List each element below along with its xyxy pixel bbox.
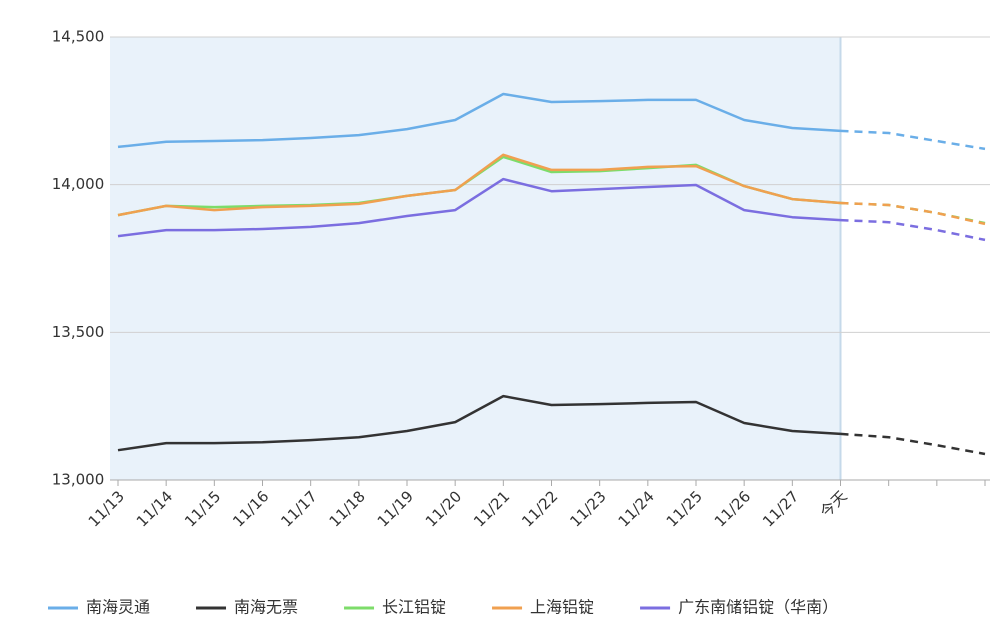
series-line [117, 153, 841, 217]
y-tick-label: 13,000 [52, 471, 105, 489]
forecast-line [840, 201, 986, 226]
x-tick-label: 11/19 [374, 487, 417, 530]
series-line [117, 177, 841, 238]
forecast-line [840, 432, 986, 456]
legend-label: 长江铝锭 [382, 598, 446, 617]
series-line [117, 394, 841, 452]
history-band [110, 37, 841, 480]
x-tick-label: 11/27 [759, 487, 802, 530]
x-tick-label: 11/22 [518, 487, 561, 530]
x-tick-label: 11/23 [566, 487, 609, 530]
forecast-line [840, 218, 986, 242]
x-tick-label: 11/21 [470, 487, 513, 530]
forecast-line [840, 129, 986, 151]
x-tick-label: 11/15 [181, 487, 224, 530]
y-tick-label: 14,500 [52, 28, 105, 46]
legend-label: 广东南储铝锭（华南） [678, 598, 838, 617]
x-tick-label: 11/25 [663, 487, 706, 530]
x-tick-label: 11/26 [711, 487, 754, 530]
y-tick-label: 14,000 [52, 175, 105, 193]
x-tick-label: 11/24 [615, 487, 658, 530]
x-tick-label: 11/16 [229, 487, 272, 530]
legend-label: 南海无票 [234, 598, 298, 617]
legend: 南海灵通 南海无票 长江铝锭 上海铝锭 广东南储铝锭（华南） [48, 598, 838, 617]
x-tick-label: 11/13 [85, 487, 128, 530]
x-tick-label: 11/18 [326, 487, 369, 530]
x-tick-label: 今天 [817, 487, 851, 521]
x-tick-label: 11/20 [422, 487, 465, 530]
legend-label: 上海铝锭 [530, 598, 594, 617]
x-tick-label: 11/17 [277, 487, 320, 530]
y-tick-label: 13,500 [52, 323, 105, 341]
series-line [117, 92, 841, 149]
legend-label: 南海灵通 [86, 598, 150, 617]
x-tick-label: 11/14 [133, 487, 176, 530]
